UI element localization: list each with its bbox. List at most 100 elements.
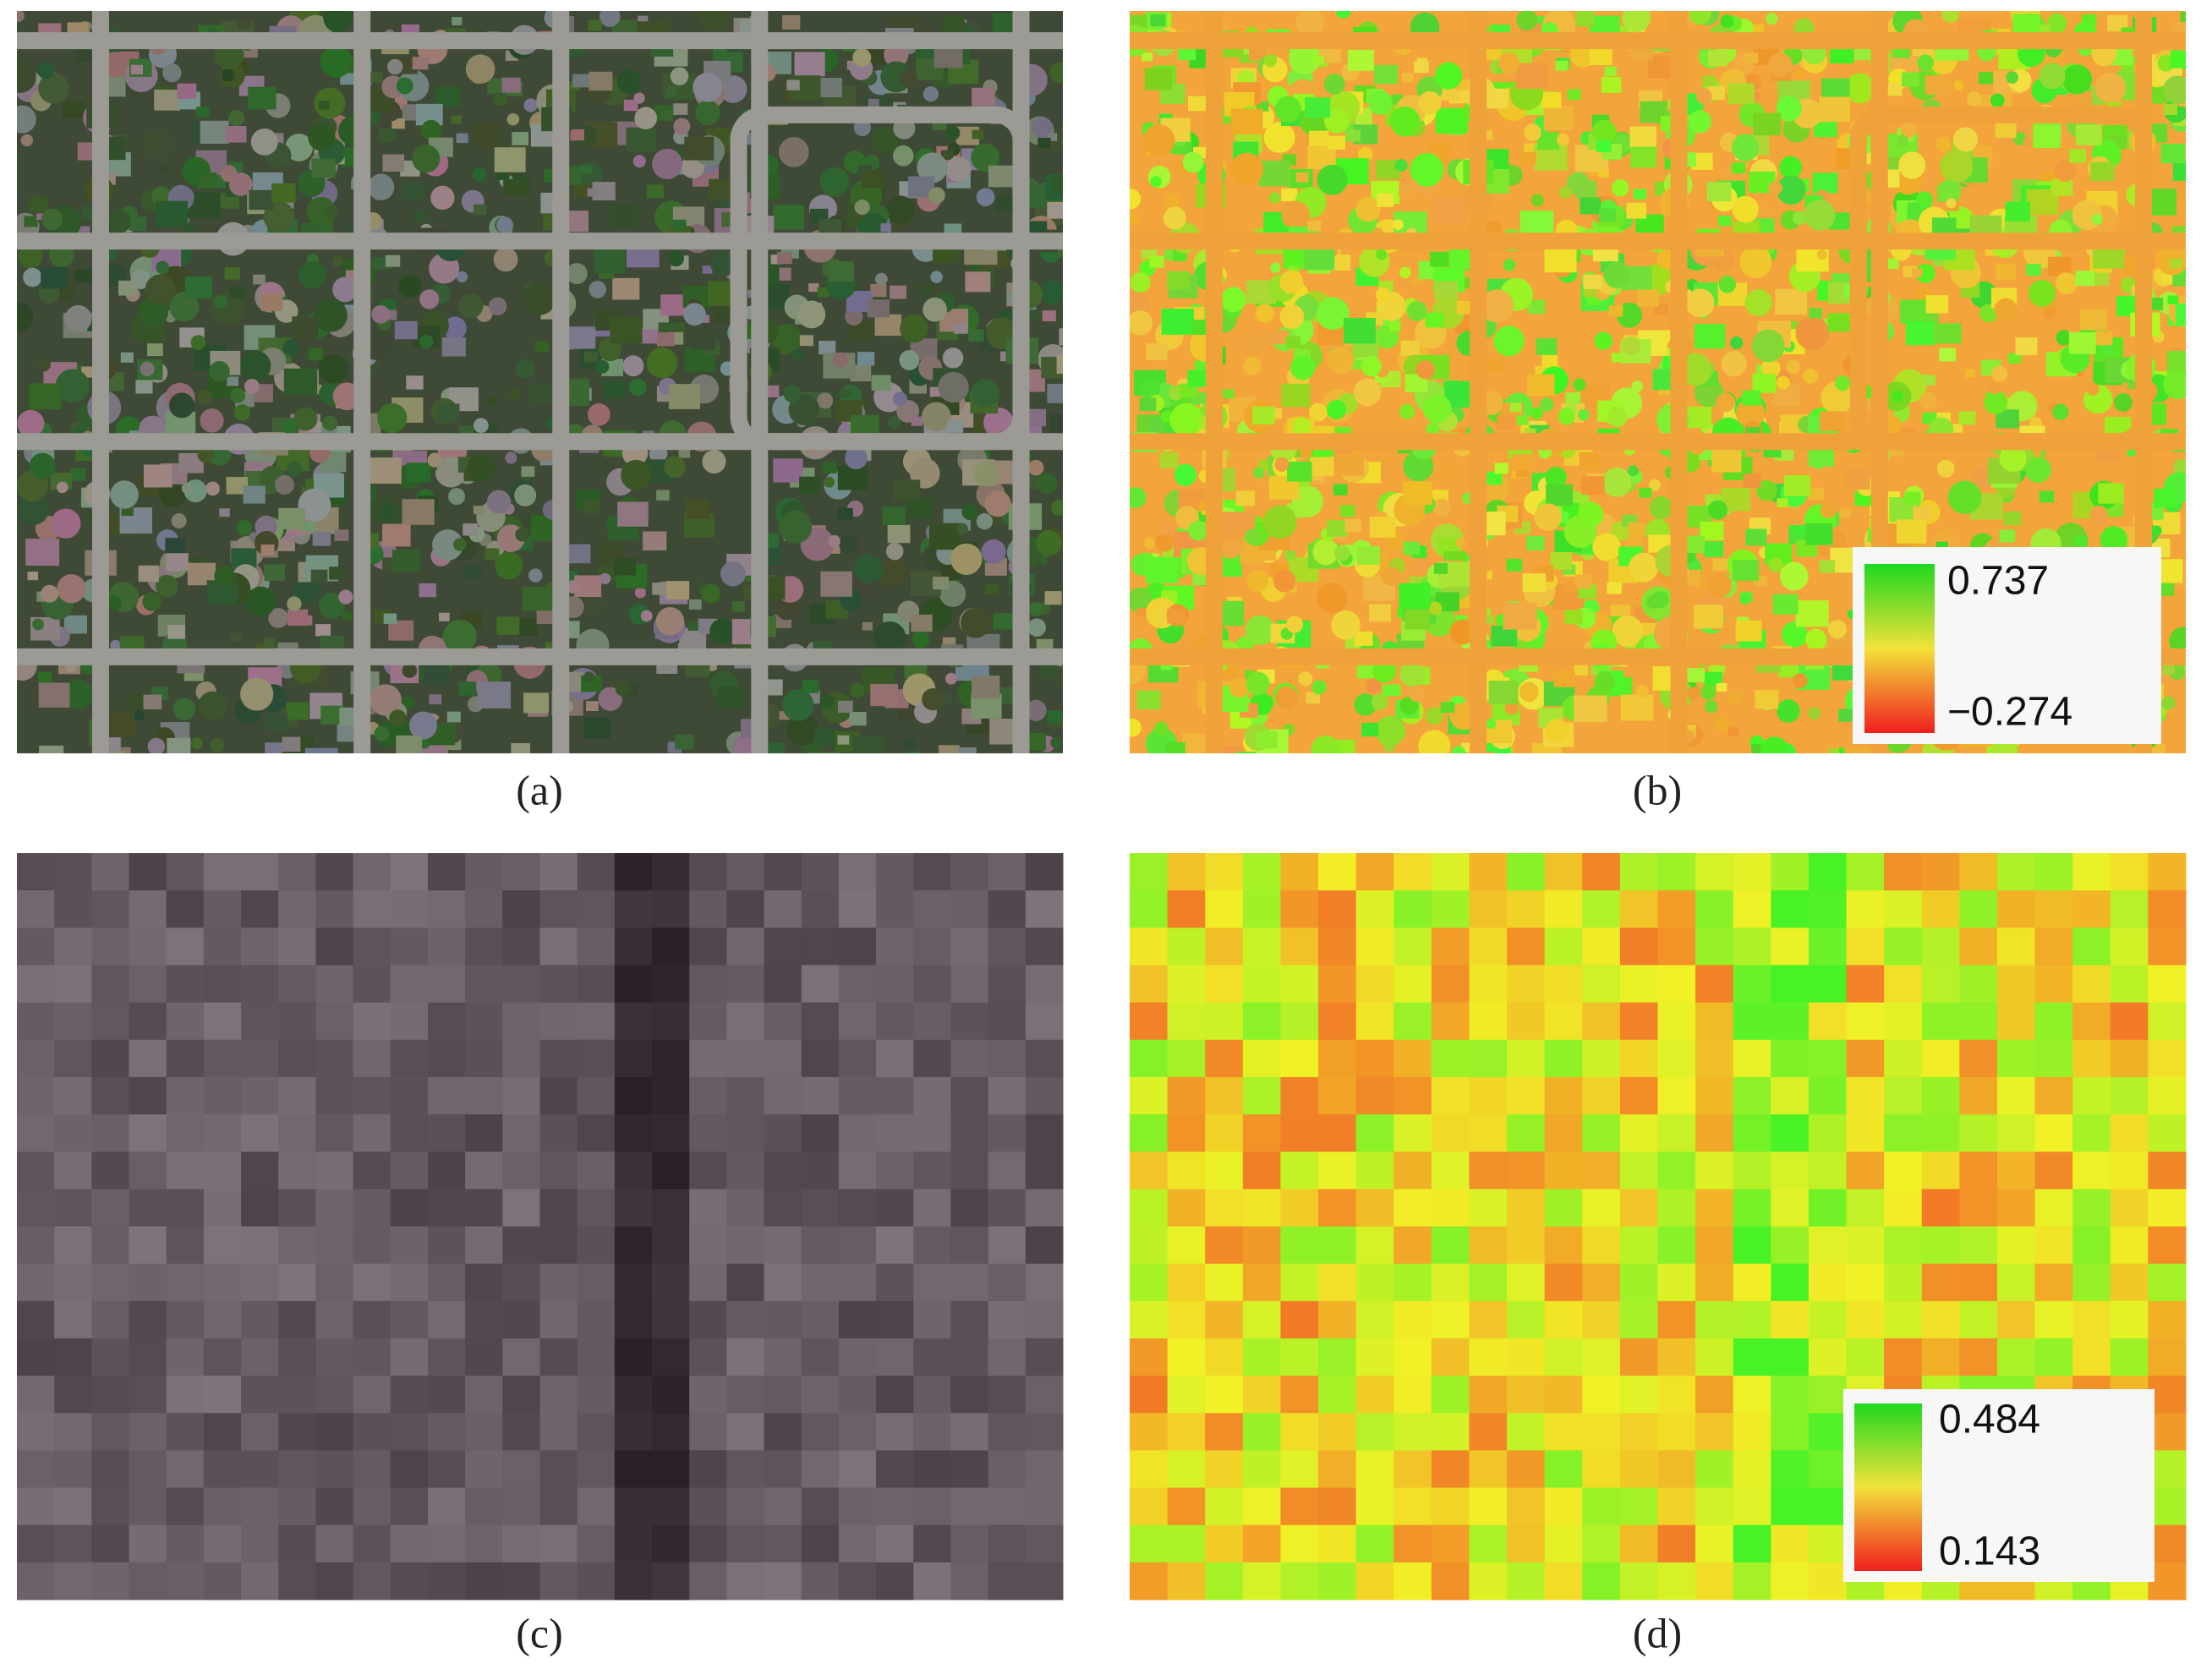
- house: [394, 320, 418, 340]
- pixel: [91, 928, 130, 966]
- pixel: [17, 890, 55, 928]
- house: [312, 531, 331, 546]
- tree: [18, 494, 49, 525]
- pixel: [1619, 1450, 1658, 1489]
- pixel: [950, 853, 989, 891]
- pixel: [1507, 890, 1546, 928]
- tree: [928, 187, 945, 205]
- index-cell: [2075, 124, 2102, 146]
- pixel: [241, 1114, 279, 1152]
- pixel: [764, 1076, 802, 1115]
- index-cell: [1583, 274, 1601, 289]
- tree: [64, 304, 92, 332]
- pixel: [1657, 1002, 1696, 1041]
- pixel: [465, 1413, 503, 1451]
- tree: [17, 11, 25, 23]
- index-cell: [1288, 41, 1322, 74]
- pixel: [838, 1450, 877, 1489]
- pixel: [577, 928, 616, 966]
- house: [496, 616, 520, 635]
- pixel: [54, 853, 92, 891]
- tree: [923, 86, 939, 102]
- tree: [322, 204, 338, 219]
- index-cell: [1400, 340, 1420, 356]
- tree: [1036, 529, 1062, 556]
- house: [536, 610, 554, 624]
- index-cell: [1739, 594, 1750, 605]
- pixel: [1318, 1263, 1357, 1302]
- house: [665, 581, 690, 599]
- index-cell: [1497, 52, 1520, 74]
- pixel: [1846, 1114, 1885, 1152]
- house: [791, 350, 805, 360]
- house: [1026, 309, 1042, 322]
- pixel: [1846, 1338, 1885, 1376]
- pixel: [427, 1226, 466, 1265]
- house: [1049, 414, 1063, 436]
- tree: [374, 725, 390, 741]
- tree: [298, 488, 331, 522]
- pixel: [91, 1487, 130, 1526]
- index-cell: [1240, 329, 1269, 353]
- index-cell: [1494, 462, 1508, 474]
- pixel: [726, 1002, 765, 1041]
- index-cell: [1941, 11, 1960, 23]
- house: [614, 557, 637, 576]
- index-cell: [1404, 374, 1428, 393]
- pixel: [1318, 1039, 1357, 1078]
- pixel: [1959, 1189, 1998, 1227]
- pixel: [1393, 1039, 1432, 1078]
- tree: [871, 126, 900, 154]
- house: [848, 321, 873, 342]
- pixel: [801, 1114, 840, 1152]
- house: [318, 101, 330, 110]
- tree: [887, 416, 901, 430]
- pixel: [1733, 1300, 1771, 1339]
- pixel: [614, 1338, 653, 1376]
- pixel: [726, 965, 765, 1004]
- pixel: [2110, 1114, 2149, 1152]
- pixel: [1808, 965, 1848, 1004]
- house: [867, 299, 890, 318]
- pixel: [465, 1300, 503, 1339]
- pixel: [166, 1450, 205, 1489]
- pixel: [390, 1226, 429, 1265]
- index-cell: [1712, 558, 1728, 571]
- tree: [282, 339, 299, 356]
- index-cell: [1735, 620, 1762, 642]
- pixel: [1507, 1487, 1546, 1526]
- tree: [282, 419, 298, 435]
- house: [819, 341, 836, 355]
- pixel: [1355, 1562, 1394, 1601]
- index-cell: [1953, 79, 1964, 90]
- pixel: [1657, 890, 1696, 928]
- index-cell: [1768, 557, 1783, 572]
- pixel: [801, 1524, 840, 1563]
- pixel: [1431, 1076, 1470, 1115]
- pixel: [1808, 1487, 1848, 1526]
- pixel: [129, 1338, 167, 1376]
- pixel: [1846, 1300, 1885, 1339]
- pixel: [1280, 1524, 1319, 1563]
- pixel: [390, 965, 429, 1004]
- index-cell: [1146, 342, 1168, 361]
- pixel: [801, 965, 840, 1004]
- pixel: [502, 1263, 540, 1302]
- legend: 0.484 0.143: [1843, 1389, 2154, 1582]
- pixel: [764, 890, 802, 928]
- pixel: [539, 1338, 578, 1376]
- pixel: [1507, 1039, 1546, 1078]
- pixel: [2148, 928, 2187, 966]
- pixel: [1469, 1152, 1508, 1190]
- house: [383, 613, 397, 624]
- pixel: [129, 965, 167, 1004]
- pixel: [577, 1152, 616, 1190]
- pixel: [278, 1189, 316, 1227]
- house: [225, 126, 247, 143]
- pixel: [1959, 1002, 1998, 1041]
- pixel: [1582, 1376, 1621, 1414]
- house: [154, 90, 181, 111]
- house: [968, 329, 984, 342]
- pixel: [1582, 965, 1621, 1004]
- pixel: [1808, 1002, 1848, 1041]
